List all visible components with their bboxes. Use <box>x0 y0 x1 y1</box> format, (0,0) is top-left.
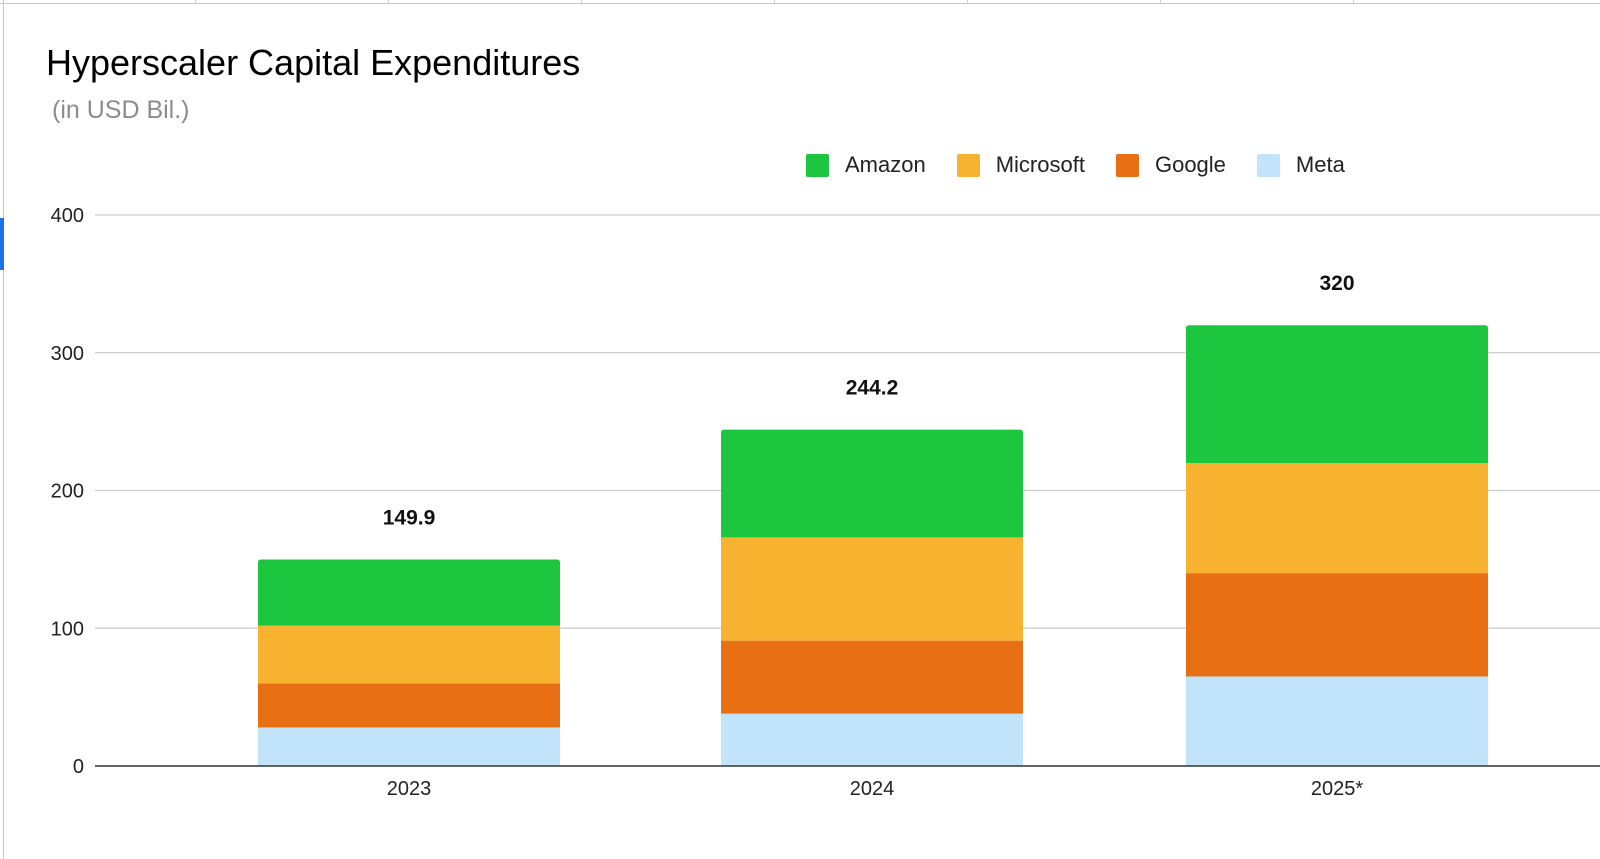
y-tick-label: 0 <box>73 756 84 778</box>
bar-segment-amazon <box>1186 325 1488 463</box>
chart-title: Hyperscaler Capital Expenditures <box>46 42 581 83</box>
y-tick-label: 300 <box>51 343 84 365</box>
bar-total-label: 244.2 <box>846 377 899 400</box>
bar-total-label: 149.9 <box>383 507 436 530</box>
bar-segment-microsoft <box>1186 462 1488 574</box>
column-separator <box>581 0 582 3</box>
y-tick-label: 100 <box>51 618 84 640</box>
legend-label: Microsoft <box>995 152 1085 177</box>
chart-legend: Amazon Microsoft Google Meta <box>806 150 1376 180</box>
bar-segment-amazon <box>721 429 1023 538</box>
x-tick-label: 2025* <box>1311 778 1363 800</box>
selection-handle[interactable] <box>0 218 4 270</box>
legend-label: Google <box>1154 152 1226 177</box>
bar-segment-microsoft <box>721 537 1023 641</box>
column-separator <box>195 0 196 3</box>
legend-label: Meta <box>1295 152 1345 177</box>
column-separator <box>1353 0 1354 3</box>
column-separator <box>774 0 775 3</box>
chart-frame-left-border <box>3 0 4 859</box>
legend-swatch <box>806 153 829 177</box>
column-separator <box>967 0 968 3</box>
chart-subtitle: (in USD Bil.) <box>52 96 190 124</box>
legend-label: Amazon <box>845 152 926 177</box>
y-tick-label: 400 <box>51 205 84 227</box>
bar-total-label: 320 <box>1319 272 1354 295</box>
bar-segment-google <box>258 683 560 728</box>
x-tick-label: 2023 <box>387 778 432 800</box>
column-separator <box>388 0 389 3</box>
x-tick-label: 2024 <box>850 778 895 800</box>
bar-segment-meta <box>721 713 1023 766</box>
legend-swatch <box>1115 153 1139 177</box>
bar-segment-amazon <box>258 559 560 626</box>
legend-swatch <box>1256 153 1280 177</box>
legend-item-google: Google <box>1115 152 1226 178</box>
legend-item-amazon: Amazon <box>806 152 926 178</box>
legend-swatch <box>956 153 980 177</box>
bar-segment-meta <box>258 727 560 766</box>
legend-item-microsoft: Microsoft <box>956 152 1085 178</box>
column-separator <box>1160 0 1161 3</box>
sheet-top-edge <box>0 0 1600 4</box>
y-tick-label: 200 <box>51 481 84 503</box>
bar-segment-google <box>1186 573 1488 677</box>
bar-segment-microsoft <box>258 625 560 684</box>
legend-item-meta: Meta <box>1256 152 1345 178</box>
bar-segment-meta <box>1186 676 1488 766</box>
bar-segment-google <box>721 640 1023 714</box>
